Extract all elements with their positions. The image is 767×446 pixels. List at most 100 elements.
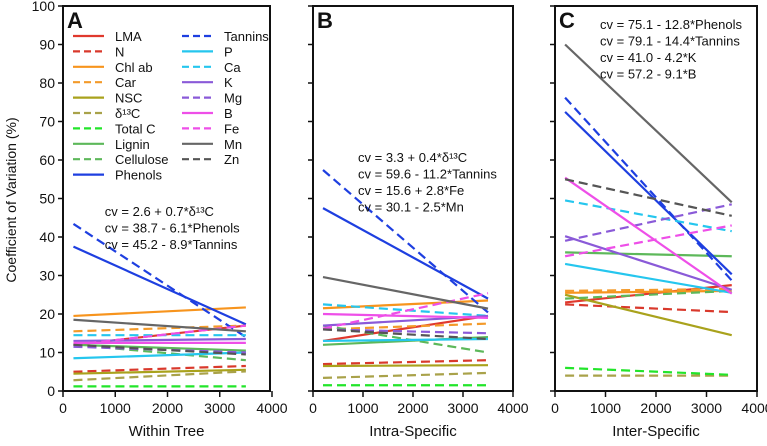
series-line-k [564,235,733,291]
y-tick-label: 90 [39,37,55,53]
x-axis-label: Within Tree [129,423,205,440]
regression-equation: cv = 75.1 - 12.8*Phenols [600,17,743,32]
x-tick-label: 1000 [100,400,131,416]
regression-equation: cv = 59.6 - 11.2*Tannins [358,166,497,181]
y-tick-label: 50 [39,191,55,207]
y-tick-label: 0 [47,383,55,399]
legend-label: Mn [224,137,242,152]
legend-label: Total C [115,121,155,136]
x-tick-label: 2000 [397,400,428,416]
legend-label: Zn [224,152,239,167]
x-tick-label: 3000 [447,400,478,416]
x-tick-label: 3000 [691,400,722,416]
legend-label: Lignin [115,137,150,152]
x-tick-label: 2000 [640,400,671,416]
series-line-mn [73,318,246,333]
legend-label: Ca [224,60,241,75]
x-tick-label: 1000 [347,400,378,416]
series-line-n [73,364,246,373]
series-line-zn [73,343,246,356]
series-line-b [564,176,733,295]
legend-label: Mg [224,91,242,106]
series-line-car [73,324,246,333]
y-tick-label: 70 [39,114,55,130]
x-tick-label: 4000 [497,400,528,416]
series-line-mn [322,275,489,310]
x-tick-label: 0 [551,400,559,416]
series-line-lignin [565,251,732,258]
legend-label: Car [115,75,137,90]
legend-label: Phenols [115,168,162,183]
series-line-tannins [72,222,247,339]
y-tick-label: 60 [39,152,55,168]
x-tick-label: 3000 [204,400,235,416]
legend-label: Tannins [224,29,269,44]
series-line-n [322,359,489,366]
series-line-phenols [564,111,733,276]
x-tick-label: 0 [309,400,317,416]
legend-label: B [224,106,233,121]
y-tick-label: 40 [39,229,55,245]
series-line-phenols [322,207,489,300]
x-tick-label: 2000 [152,400,183,416]
panel-label: B [317,8,333,33]
legend-label: δ¹³C [115,106,140,121]
legend-label: NSC [115,91,142,106]
series-line-c [73,370,246,382]
regression-equation: cv = 15.6 + 2.8*Fe [358,183,464,198]
series-line-chlab [322,299,489,310]
panel-label: C [559,8,575,33]
legend-label: Fe [224,121,239,136]
legend-label: N [115,44,124,59]
x-tick-label: 1000 [590,400,621,416]
series-line-chlab [73,306,246,318]
series-line-mg [322,328,489,335]
regression-equation: cv = 79.1 - 14.4*Tannins [600,34,740,49]
legend-label: LMA [115,29,142,44]
panel-B: 0 1000 2000 3000 4000 Intra-Specific Bcv = 3.3… [308,5,529,440]
y-tick-label: 20 [39,306,55,322]
series-line-b [322,312,489,319]
y-tick-label: 10 [39,345,55,361]
x-axis-label: Intra-Specific [369,423,457,440]
y-axis-label: Coefficient of Variation (%) [3,117,19,282]
legend-label: Chl ab [115,60,153,75]
regression-equation: cv = 45.2 - 8.9*Tannins [105,237,238,252]
series-line-phenols [72,245,247,326]
x-tick-label: 4000 [741,400,767,416]
y-tick-label: 100 [32,0,56,14]
regression-equation: cv = 41.0 - 4.2*K [600,50,697,65]
x-tick-label: 4000 [256,400,287,416]
series-line-fe [564,224,732,258]
series-line-c [322,371,489,380]
series-line-chlab [565,289,732,294]
regression-equation: cv = 30.1 - 2.5*Mn [358,199,464,214]
y-tick-label: 30 [39,268,55,284]
regression-equation: cv = 2.6 + 0.7*δ¹³C [105,204,214,219]
legend-label: K [224,75,233,90]
x-tick-label: 0 [59,400,67,416]
legend-label: Cellulose [115,152,168,167]
regression-equation: cv = 38.7 - 6.1*Phenols [105,220,240,235]
x-axis-label: Inter-Specific [612,423,700,440]
series-line-tannins [322,169,489,314]
regression-equation: cv = 3.3 + 0.4*δ¹³C [358,150,467,165]
series-line-totalc [565,366,732,376]
y-tick-label: 80 [39,75,55,91]
series-line-nsc [73,368,246,375]
series-line-fe [322,292,489,330]
series-line-ca [564,199,732,233]
series-line-nsc [322,364,489,368]
series-line-n [565,303,732,314]
regression-equation: cv = 57.2 - 9.1*B [600,67,696,82]
series-line-k [73,337,246,343]
series-line-zn [564,178,732,217]
series-line-mn [564,43,733,204]
series-line-p [322,337,489,343]
panel-C: 0 1000 2000 3000 4000 Inter-Specific Ccv = 75.… [550,5,767,440]
series-line-p [564,262,732,294]
